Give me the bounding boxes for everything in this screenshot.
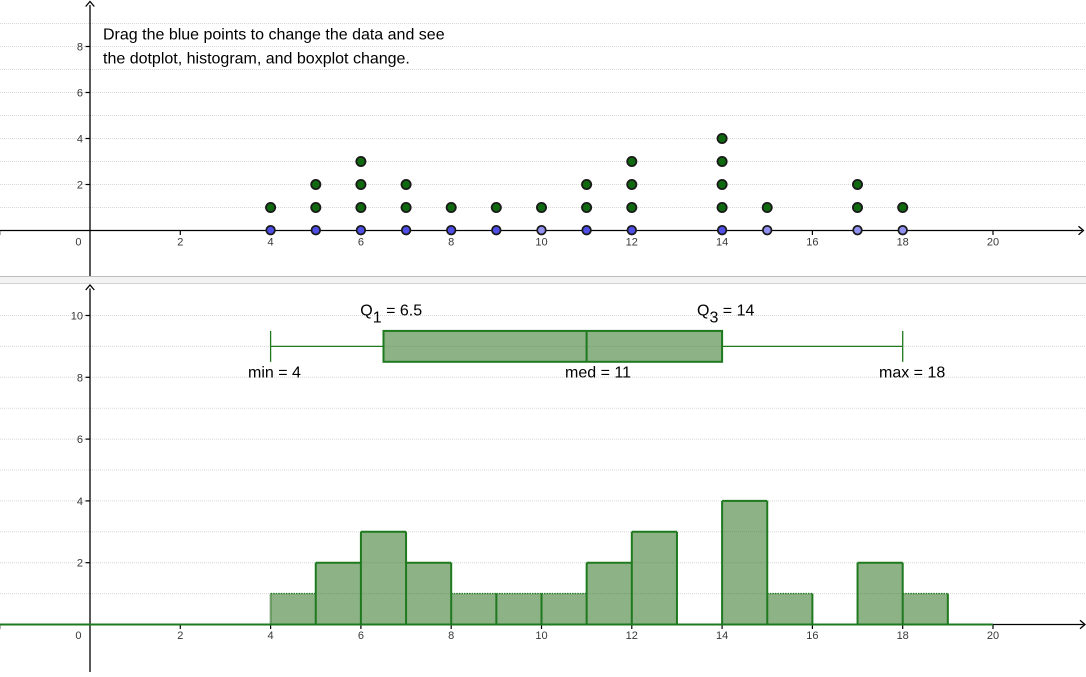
svg-text:Q1 = 6.5: Q1 = 6.5: [360, 303, 422, 327]
svg-text:16: 16: [806, 630, 818, 642]
svg-text:0: 0: [75, 630, 81, 642]
svg-text:8: 8: [77, 42, 83, 54]
svg-text:10: 10: [535, 237, 547, 249]
svg-text:10: 10: [535, 630, 547, 642]
svg-text:4: 4: [268, 237, 274, 249]
svg-text:8: 8: [448, 630, 454, 642]
svg-text:med = 11: med = 11: [565, 365, 631, 382]
svg-text:18: 18: [897, 237, 909, 249]
svg-text:min = 4: min = 4: [248, 365, 301, 382]
svg-text:Drag the blue points to change: Drag the blue points to change the data …: [103, 27, 445, 44]
svg-text:20: 20: [987, 237, 999, 249]
svg-text:10: 10: [71, 311, 83, 323]
svg-text:14: 14: [716, 630, 728, 642]
svg-text:8: 8: [77, 372, 83, 384]
svg-text:6: 6: [77, 434, 83, 446]
svg-text:2: 2: [77, 180, 83, 192]
svg-text:4: 4: [77, 496, 83, 508]
svg-text:8: 8: [448, 237, 454, 249]
svg-text:20: 20: [987, 630, 999, 642]
svg-text:0: 0: [75, 237, 81, 249]
svg-text:6: 6: [358, 237, 364, 249]
svg-text:6: 6: [77, 88, 83, 100]
svg-text:the dotplot, histogram, and bo: the dotplot, histogram, and boxplot chan…: [103, 51, 410, 68]
svg-text:4: 4: [268, 630, 274, 642]
svg-text:2: 2: [177, 630, 183, 642]
svg-text:6: 6: [358, 630, 364, 642]
svg-text:max = 18: max = 18: [879, 365, 945, 382]
svg-text:16: 16: [806, 237, 818, 249]
svg-text:12: 12: [626, 237, 638, 249]
svg-text:2: 2: [177, 237, 183, 249]
svg-text:12: 12: [626, 630, 638, 642]
svg-text:18: 18: [897, 630, 909, 642]
svg-text:Q3 = 14: Q3 = 14: [697, 303, 754, 327]
svg-text:4: 4: [77, 134, 83, 146]
svg-text:2: 2: [77, 558, 83, 570]
svg-text:14: 14: [716, 237, 728, 249]
